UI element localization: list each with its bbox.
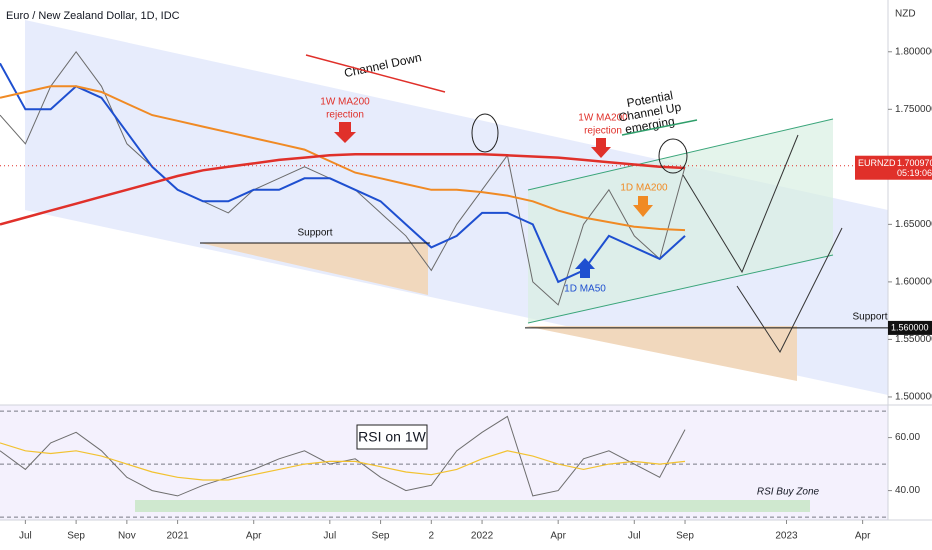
- x-tick-label: Jul: [628, 531, 641, 542]
- y-tick-label: 60.00: [895, 432, 920, 443]
- annotation: 1D MA50: [564, 284, 606, 295]
- arrow: [633, 196, 653, 217]
- annotation: Support: [297, 228, 332, 239]
- channel-down: [25, 20, 888, 395]
- support-zone-2: [525, 326, 797, 381]
- series-line: [0, 442, 686, 481]
- projection-arrows: [682, 134, 843, 354]
- x-tick-label: Jul: [323, 531, 336, 542]
- drawn: 1.5000001.5500001.6000001.6500001.700000…: [0, 46, 932, 542]
- series-line: [0, 152, 686, 226]
- series-line: [0, 85, 686, 232]
- y-tick-label: 1.500000: [895, 392, 932, 403]
- x-tick-label: Apr: [855, 531, 871, 542]
- circle: [471, 113, 499, 153]
- annotation: 1W MA200: [320, 97, 370, 108]
- symbol-label: EURNZD: [858, 158, 896, 168]
- support-price: 1.560000: [891, 322, 929, 332]
- x-tick-label: Sep: [676, 531, 694, 542]
- y-tick-label: 1.600000: [895, 277, 932, 288]
- y-tick-label: 1.650000: [895, 219, 932, 230]
- chart-title: Euro / New Zealand Dollar, 1D, IDC: [6, 10, 180, 22]
- x-tick-label: Apr: [550, 531, 566, 542]
- countdown: 05:19:06: [897, 168, 932, 178]
- x-tick-label: 2023: [775, 531, 798, 542]
- channel-up-bottom: [527, 254, 834, 324]
- annotation: 1W MA200: [578, 113, 628, 124]
- annotation: rejection: [326, 110, 364, 121]
- annotation: Support: [852, 312, 887, 323]
- currency: NZD: [895, 9, 916, 20]
- y-tick-label: 1.750000: [895, 104, 932, 115]
- arrow: [591, 138, 611, 158]
- circle: [658, 138, 688, 174]
- x-tick-label: Nov: [118, 531, 136, 542]
- x-tick-label: Jul: [19, 531, 32, 542]
- support-zone: [200, 243, 428, 295]
- arrow: [575, 258, 595, 278]
- series-line: [0, 62, 686, 284]
- x-tick-label: Sep: [372, 531, 390, 542]
- zone-label: RSI Buy Zone: [757, 487, 820, 498]
- rsi-label-box: [356, 424, 428, 450]
- y-tick-label: 1.550000: [895, 334, 932, 345]
- arrow: [334, 122, 356, 143]
- arrow: [305, 54, 446, 93]
- price-tag: [855, 155, 932, 180]
- x-tick-label: 2: [429, 531, 435, 542]
- x-tick-label: Sep: [67, 531, 85, 542]
- x-tick-label: Apr: [246, 531, 262, 542]
- channel-up-top: [527, 118, 834, 191]
- y-tick-label: 1.800000: [895, 46, 932, 57]
- x-tick-label: 2022: [471, 531, 494, 542]
- arrow: [621, 119, 698, 136]
- y-tick-label: 40.00: [895, 485, 920, 496]
- rsi-buy-zone: [135, 500, 810, 512]
- annotation: 1D MA200: [620, 183, 668, 194]
- rsi-title: RSI on 1W: [358, 429, 426, 445]
- x-tick-label: 2021: [166, 531, 189, 542]
- price-tag: [888, 320, 932, 335]
- last-price: 1.700970: [897, 158, 932, 168]
- annotation: rejection: [584, 126, 622, 137]
